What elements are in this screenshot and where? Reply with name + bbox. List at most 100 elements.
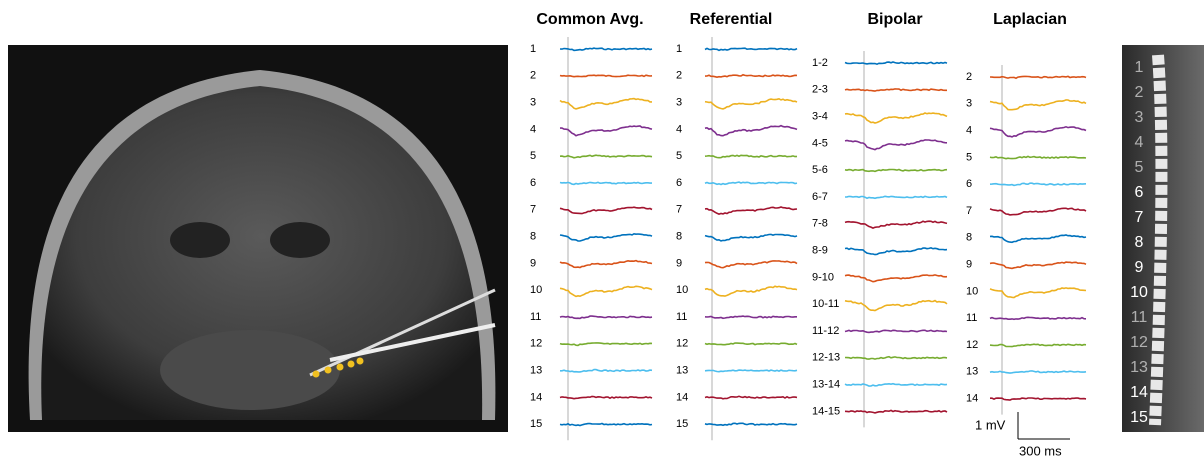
panel-title: Laplacian <box>993 11 1067 28</box>
channel-label: 2-3 <box>812 84 828 96</box>
channel-label: 6-7 <box>812 191 828 203</box>
channel-label: 14 <box>676 391 688 403</box>
channel-label: 3 <box>676 97 682 109</box>
channel-label: 15 <box>530 418 542 430</box>
channel-label: 9 <box>676 257 682 269</box>
signal-trace <box>845 384 947 386</box>
channel-label: 13 <box>530 365 542 377</box>
signal-trace <box>845 301 947 311</box>
scale-voltage: 1 mV <box>975 417 1006 432</box>
channel-label: 14 <box>530 391 542 403</box>
signal-trace <box>845 248 947 255</box>
signal-trace <box>705 182 797 184</box>
channel-label: 6 <box>676 177 682 189</box>
signal-trace <box>705 343 797 345</box>
signal-trace <box>560 155 652 158</box>
electrode-label: 15 <box>1130 409 1148 426</box>
signal-trace <box>705 316 797 318</box>
signal-trace <box>560 396 652 398</box>
channel-label: 6 <box>966 178 972 190</box>
electrode-label: 8 <box>1135 234 1144 251</box>
channel-label: 2 <box>676 70 682 82</box>
signal-trace <box>560 343 652 346</box>
channel-label: 12 <box>966 339 978 351</box>
channel-label: 10 <box>966 285 978 297</box>
electrode-label: 6 <box>1135 184 1144 201</box>
signal-trace <box>705 75 797 77</box>
channel-label: 7 <box>530 204 536 216</box>
channel-label: 11 <box>676 311 687 323</box>
channel-label: 8 <box>530 231 536 243</box>
signal-trace <box>560 316 652 318</box>
electrode-label: 10 <box>1130 284 1148 301</box>
signal-trace <box>845 330 947 332</box>
signal-trace <box>845 221 947 228</box>
channel-label: 2 <box>530 70 536 82</box>
signal-trace <box>560 424 652 426</box>
channel-label: 12-13 <box>812 352 840 364</box>
signal-trace <box>560 75 652 77</box>
channel-label: 11 <box>530 311 541 323</box>
channel-label: 2 <box>966 71 972 83</box>
channel-label: 3 <box>966 98 972 110</box>
channel-label: 10-11 <box>812 298 839 310</box>
signal-trace <box>990 208 1086 215</box>
signal-trace <box>990 235 1086 242</box>
signal-trace <box>705 396 797 399</box>
mri-image <box>8 45 508 432</box>
signal-trace <box>990 100 1086 110</box>
signal-trace <box>990 398 1086 400</box>
channel-label: 7 <box>966 205 972 217</box>
channel-label: 11-12 <box>812 325 839 337</box>
channel-label: 4 <box>530 123 536 135</box>
channel-label: 13 <box>676 365 688 377</box>
electrode-label: 13 <box>1130 359 1148 376</box>
signal-trace <box>845 196 947 198</box>
electrode-label: 9 <box>1135 259 1144 276</box>
signal-trace <box>990 317 1086 319</box>
signal-trace <box>705 370 797 372</box>
signal-trace <box>705 234 797 241</box>
signal-trace <box>705 261 797 268</box>
signal-trace <box>560 48 652 50</box>
channel-label: 10 <box>676 284 688 296</box>
channel-label: 7-8 <box>812 218 828 230</box>
electrode-label: 2 <box>1135 84 1144 101</box>
signal-trace <box>705 286 797 296</box>
panel-title: Bipolar <box>867 11 922 28</box>
channel-label: 14 <box>966 393 978 405</box>
signal-trace <box>560 234 652 241</box>
channel-label: 12 <box>530 338 542 350</box>
channel-label: 14-15 <box>812 405 840 417</box>
electrode-label: 1 <box>1135 59 1144 76</box>
signal-trace <box>845 170 947 172</box>
electrode-label: 11 <box>1131 309 1148 326</box>
channel-label: 13-14 <box>812 379 840 391</box>
electrode-label: 12 <box>1130 334 1148 351</box>
page: {"panels": [ {"title": "Common Avg.", "c… <box>0 0 1204 460</box>
signal-trace <box>560 370 652 372</box>
electrode-label: 14 <box>1130 384 1148 401</box>
signal-trace <box>990 262 1086 268</box>
channel-label: 11 <box>966 312 977 324</box>
signal-trace <box>560 126 652 136</box>
panel-title: Referential <box>690 11 773 28</box>
channel-label: 3-4 <box>812 111 828 123</box>
channel-label: 9 <box>966 259 972 271</box>
signal-trace <box>845 275 947 282</box>
signal-trace <box>845 357 947 359</box>
signal-trace <box>560 261 652 268</box>
channel-label: 4 <box>966 125 972 137</box>
channel-label: 1 <box>676 43 682 55</box>
channel-label: 10 <box>530 284 542 296</box>
signal-trace <box>705 48 797 50</box>
signal-trace <box>560 207 652 213</box>
signal-trace <box>845 140 947 150</box>
channel-label: 7 <box>676 204 682 216</box>
signal-trace <box>705 126 797 136</box>
traces: Common Avg.123456789101112131415Referent… <box>530 11 1148 458</box>
channel-label: 5 <box>966 151 972 163</box>
electrode-label: 3 <box>1135 109 1144 126</box>
panel-title: Common Avg. <box>536 11 643 28</box>
electrode-label: 4 <box>1135 134 1144 151</box>
